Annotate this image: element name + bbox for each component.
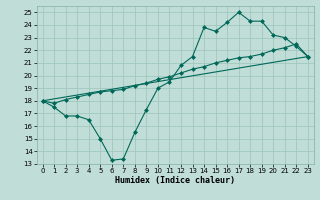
X-axis label: Humidex (Indice chaleur): Humidex (Indice chaleur) [115, 176, 235, 185]
